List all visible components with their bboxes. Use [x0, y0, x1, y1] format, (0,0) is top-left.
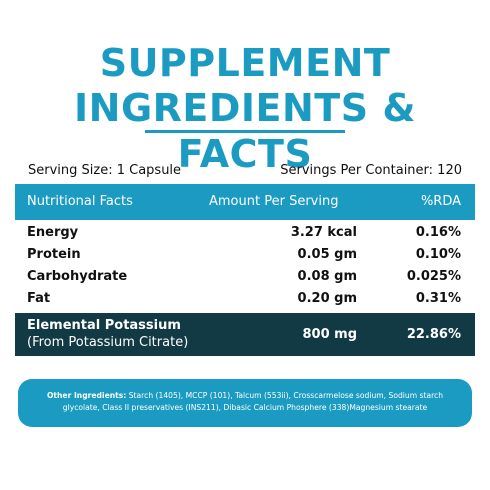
row-rda: 0.10% — [415, 247, 461, 262]
row-name: Fat — [27, 291, 51, 306]
table-row: Protein 0.05 gm 0.10% — [15, 244, 475, 266]
header-nutritional-facts: Nutritional Facts — [27, 194, 133, 209]
row-rda: 0.025% — [406, 269, 461, 284]
row-rda: 0.16% — [415, 225, 461, 240]
other-ingredients-text: Starch (1405), MCCP (101), Talcum (553ii… — [62, 391, 444, 412]
header-rda: %RDA — [420, 194, 461, 209]
other-ingredients-box: Other Ingredients: Starch (1405), MCCP (… — [18, 379, 472, 427]
highlight-source: (From Potassium Citrate) — [27, 335, 189, 350]
nutrition-rows: Energy 3.27 kcal 0.16% Protein 0.05 gm 0… — [15, 222, 475, 310]
row-name: Energy — [27, 225, 79, 240]
row-amount: 3.27 kcal — [290, 225, 357, 240]
page-title-line-1: SUPPLEMENT — [99, 41, 391, 85]
row-name: Carbohydrate — [27, 269, 128, 284]
row-name: Protein — [27, 247, 81, 262]
highlight-row: Elemental Potassium (From Potassium Citr… — [15, 313, 475, 356]
servings-per-container: Servings Per Container: 120 — [280, 163, 462, 178]
highlight-amount: 800 mg — [302, 327, 357, 342]
table-row: Fat 0.20 gm 0.31% — [15, 288, 475, 310]
row-amount: 0.20 gm — [297, 291, 357, 306]
table-row: Energy 3.27 kcal 0.16% — [15, 222, 475, 244]
title-underline — [145, 130, 345, 133]
serving-info: Serving Size: 1 Capsule Servings Per Con… — [28, 163, 462, 178]
page-title-line-2: INGREDIENTS & FACTS — [74, 86, 416, 176]
table-row: Carbohydrate 0.08 gm 0.025% — [15, 266, 475, 288]
row-amount: 0.08 gm — [297, 269, 357, 284]
other-ingredients-label: Other Ingredients: — [46, 391, 127, 400]
highlight-rda: 22.86% — [406, 327, 461, 342]
row-rda: 0.31% — [415, 291, 461, 306]
header-amount-per-serving: Amount Per Serving — [209, 194, 339, 209]
highlight-name: Elemental Potassium — [27, 318, 181, 333]
serving-size: Serving Size: 1 Capsule — [28, 163, 182, 178]
table-header: Nutritional Facts Amount Per Serving %RD… — [15, 184, 475, 220]
row-amount: 0.05 gm — [297, 247, 357, 262]
